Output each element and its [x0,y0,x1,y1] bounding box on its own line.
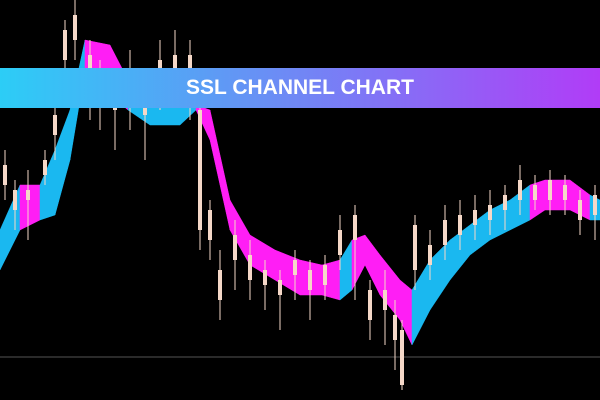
candle-body [43,160,47,175]
candle-body [533,185,537,200]
channel-segment [429,239,451,311]
channel-segment [39,149,56,221]
candle-body [578,200,582,220]
candle-body [518,180,522,200]
candle-body [13,190,17,210]
candle-body [503,195,507,210]
candle-body [393,315,397,340]
candle-body [563,185,567,200]
candle-body [198,110,202,230]
candle-body [458,215,462,235]
channel-segment [379,254,401,321]
candle-body [308,270,312,290]
candle-body [293,260,297,275]
candle-body [26,190,30,200]
candle-body [173,55,177,70]
candle-body [593,195,597,215]
candle-body [488,205,492,220]
candle-body [263,270,267,285]
channel-segment [529,179,546,221]
candle-body [208,210,212,240]
candle-body [338,230,342,255]
candle-body [218,270,222,300]
candle-body [428,245,432,265]
candle-body [323,265,327,285]
candle-body [368,290,372,320]
channel-segment [351,234,366,291]
candle-body [248,255,252,280]
channel-segment [249,234,276,281]
candle-body [413,225,417,270]
candle-body [443,220,447,245]
candle-body [188,55,192,80]
title-banner: SSL CHANNEL CHART [0,68,600,108]
chart-title: SSL CHANNEL CHART [186,76,414,99]
candle-body [400,330,404,385]
channel-segment [209,109,231,231]
candle-body [63,30,67,60]
channel-segment [54,109,71,216]
channel-segment [364,234,381,296]
candle-body [73,15,77,40]
candle-body [353,215,357,240]
candle-body [53,115,57,135]
candle-body [233,235,237,260]
candle-body [548,180,552,200]
candle-body [278,280,282,295]
candle-body [88,55,92,80]
candle-body [383,290,387,310]
candle-body [473,210,477,225]
candle-body [3,165,7,185]
